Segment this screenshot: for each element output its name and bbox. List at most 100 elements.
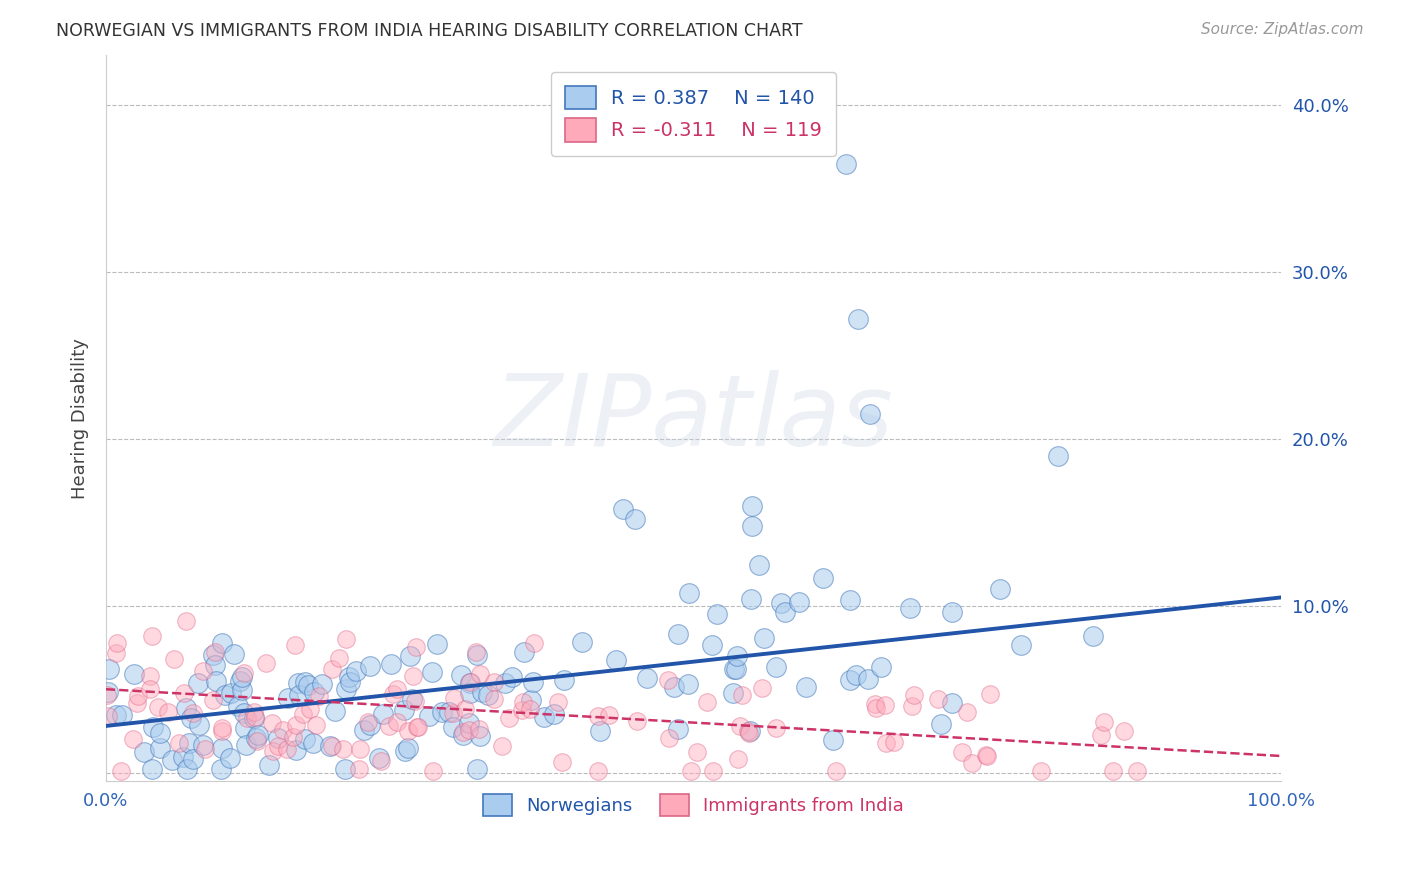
Point <box>586 708 609 723</box>
Point <box>723 662 745 676</box>
Point <box>262 743 284 757</box>
Point <box>277 691 299 706</box>
Point <box>328 651 350 665</box>
Point <box>696 695 718 709</box>
Point <box>823 733 845 747</box>
Point <box>1101 764 1123 778</box>
Point <box>458 675 481 690</box>
Point <box>298 702 321 716</box>
Point <box>105 636 128 650</box>
Point <box>858 672 880 686</box>
Point <box>235 738 257 752</box>
Point <box>1046 449 1069 463</box>
Point <box>443 691 465 706</box>
Point <box>439 705 461 719</box>
Point <box>519 702 541 716</box>
Point <box>740 592 762 607</box>
Point <box>657 673 679 687</box>
Point <box>321 662 343 676</box>
Point <box>333 762 356 776</box>
Point <box>450 668 472 682</box>
Point <box>453 702 475 716</box>
Point <box>765 721 787 735</box>
Point <box>491 739 513 753</box>
Point <box>232 706 254 720</box>
Point <box>378 719 401 733</box>
Point <box>257 757 280 772</box>
Point <box>381 688 404 702</box>
Point <box>202 648 225 662</box>
Point <box>598 708 620 723</box>
Point <box>426 637 449 651</box>
Point <box>276 742 298 756</box>
Point <box>612 502 634 516</box>
Point <box>950 745 973 759</box>
Point <box>765 660 787 674</box>
Point <box>176 701 198 715</box>
Point <box>523 636 546 650</box>
Point <box>1126 764 1149 778</box>
Point <box>301 736 323 750</box>
Text: ZIPatlas: ZIPatlas <box>494 369 893 467</box>
Point <box>465 648 488 662</box>
Point <box>246 727 269 741</box>
Point <box>139 668 162 682</box>
Point <box>98 662 121 676</box>
Point <box>863 697 886 711</box>
Point <box>731 688 754 702</box>
Point <box>284 743 307 757</box>
Point <box>751 681 773 695</box>
Point <box>465 645 488 659</box>
Text: Source: ZipAtlas.com: Source: ZipAtlas.com <box>1201 22 1364 37</box>
Point <box>344 664 367 678</box>
Point <box>294 675 316 690</box>
Point <box>359 717 381 731</box>
Point <box>979 687 1001 701</box>
Point <box>359 658 381 673</box>
Point <box>387 715 409 730</box>
Point <box>960 756 983 770</box>
Point <box>167 736 190 750</box>
Point <box>141 762 163 776</box>
Point <box>838 593 860 607</box>
Point <box>406 720 429 734</box>
Point <box>394 703 416 717</box>
Point <box>512 695 534 709</box>
Point <box>845 668 868 682</box>
Point <box>741 518 763 533</box>
Point <box>477 688 499 702</box>
Legend: Norwegians, Immigrants from India: Norwegians, Immigrants from India <box>472 782 914 826</box>
Point <box>451 729 474 743</box>
Point <box>835 156 858 170</box>
Point <box>441 706 464 720</box>
Point <box>586 764 609 778</box>
Point <box>254 657 277 671</box>
Point <box>956 705 979 719</box>
Point <box>176 762 198 776</box>
Point <box>974 748 997 763</box>
Point <box>308 689 330 703</box>
Point <box>988 582 1011 596</box>
Point <box>292 707 315 722</box>
Point <box>422 665 444 679</box>
Point <box>547 695 569 709</box>
Point <box>139 682 162 697</box>
Point <box>422 764 444 778</box>
Point <box>267 731 290 746</box>
Point <box>211 740 233 755</box>
Point <box>458 675 481 690</box>
Point <box>287 676 309 690</box>
Point <box>898 600 921 615</box>
Point <box>96 688 118 702</box>
Point <box>288 688 311 702</box>
Point <box>623 512 645 526</box>
Point <box>873 698 896 713</box>
Point <box>219 686 242 700</box>
Point <box>305 718 328 732</box>
Point <box>162 753 184 767</box>
Point <box>727 751 749 765</box>
Point <box>451 725 474 739</box>
Point <box>224 647 246 661</box>
Point <box>676 677 699 691</box>
Point <box>825 764 848 778</box>
